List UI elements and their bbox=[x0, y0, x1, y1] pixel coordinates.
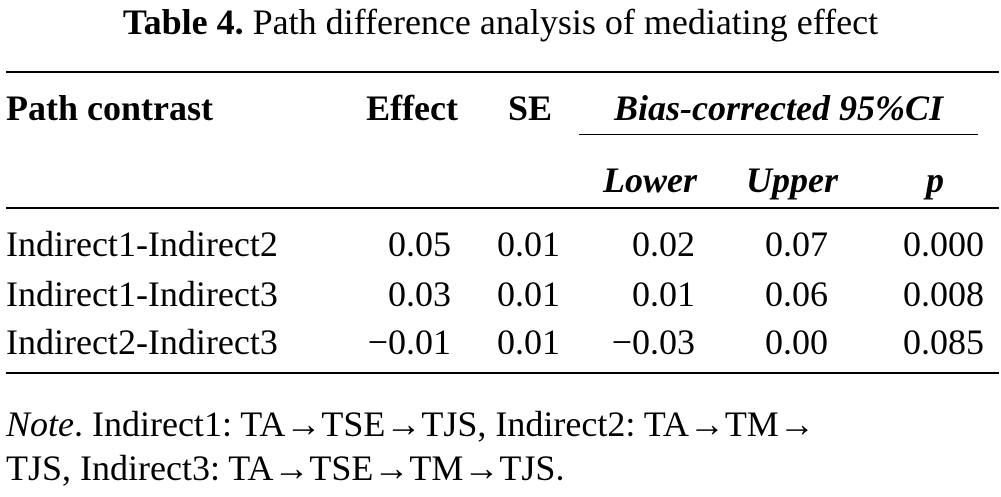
table-row-3-p: 0.085 bbox=[903, 322, 984, 362]
table-row-1-path: Indirect1-Indirect2 bbox=[6, 224, 278, 264]
table-row-2-se: 0.01 bbox=[497, 274, 560, 314]
header-effect: Effect bbox=[366, 88, 458, 128]
header-ci-group: Bias-corrected 95%CI bbox=[614, 88, 943, 128]
table-header-rule bbox=[6, 207, 999, 209]
table-row-3-lower: −0.03 bbox=[611, 322, 695, 362]
table-row-2-effect: 0.03 bbox=[388, 274, 451, 314]
header-lower: Lower bbox=[603, 160, 697, 200]
table-row-3-se: 0.01 bbox=[497, 322, 560, 362]
table-note-label: Note bbox=[6, 404, 74, 444]
table-bottom-rule bbox=[6, 372, 999, 374]
table-caption: Table 4. Path difference analysis of med… bbox=[0, 2, 1001, 42]
table-row-1-effect: 0.05 bbox=[388, 224, 451, 264]
table-note-line-1: Note. Indirect1: TA→TSE→TJS, Indirect2: … bbox=[6, 404, 996, 444]
table-row-3-upper: 0.00 bbox=[765, 322, 828, 362]
table-row-3-effect: −0.01 bbox=[367, 322, 451, 362]
table-note-text-1: . Indirect1: TA→TSE→TJS, Indirect2: TA→T… bbox=[74, 404, 815, 444]
header-p: p bbox=[926, 160, 944, 200]
table-top-rule bbox=[6, 71, 999, 73]
table-caption-text: Path difference analysis of mediating ef… bbox=[252, 2, 879, 42]
header-path-contrast: Path contrast bbox=[6, 88, 213, 128]
table-row-3-path: Indirect2-Indirect3 bbox=[6, 322, 278, 362]
table-row-1-upper: 0.07 bbox=[765, 224, 828, 264]
table-caption-label: Table 4. bbox=[122, 2, 244, 42]
table-row-1-lower: 0.02 bbox=[632, 224, 695, 264]
table-row-1-se: 0.01 bbox=[497, 224, 560, 264]
table-row-2-path: Indirect1-Indirect3 bbox=[6, 274, 278, 314]
table-note-line-2: TJS, Indirect3: TA→TSE→TM→TJS. bbox=[6, 448, 996, 488]
header-upper: Upper bbox=[746, 160, 838, 200]
table-row-2-lower: 0.01 bbox=[632, 274, 695, 314]
table-row-2-upper: 0.06 bbox=[765, 274, 828, 314]
header-se: SE bbox=[507, 88, 552, 128]
table-note-text-2: TJS, Indirect3: TA→TSE→TM→TJS. bbox=[6, 448, 565, 488]
table-row-1-p: 0.000 bbox=[903, 224, 984, 264]
table-row-2-p: 0.008 bbox=[903, 274, 984, 314]
ci-group-rule bbox=[579, 134, 978, 135]
